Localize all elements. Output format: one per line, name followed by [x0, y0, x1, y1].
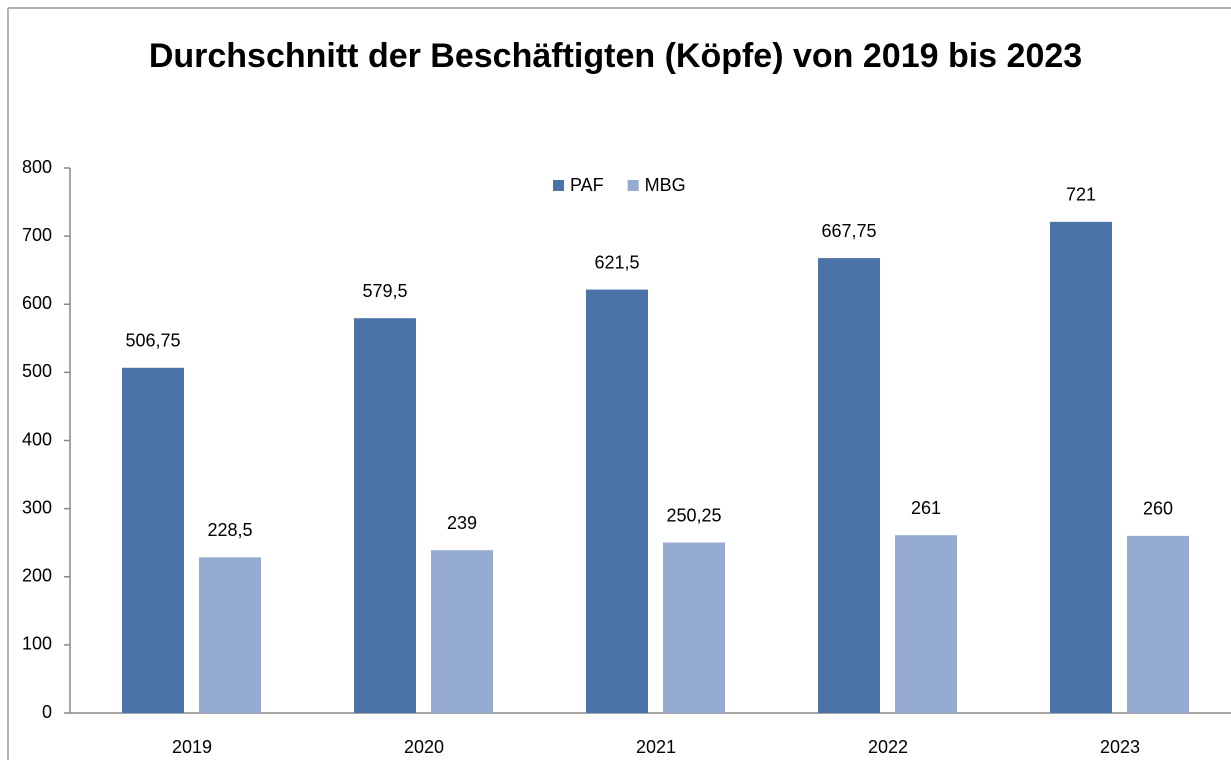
bar: [895, 535, 957, 713]
x-tick-label: 2022: [868, 737, 908, 757]
value-label: 228,5: [207, 520, 252, 540]
y-tick-label: 100: [22, 634, 52, 654]
y-tick-label: 700: [22, 225, 52, 245]
bar: [818, 258, 880, 713]
value-label: 239: [447, 513, 477, 533]
value-label: 261: [911, 498, 941, 518]
value-label: 621,5: [594, 252, 639, 272]
x-tick-label: 2019: [172, 737, 212, 757]
bar: [1050, 221, 1112, 713]
y-tick-label: 500: [22, 361, 52, 381]
bar: [586, 289, 648, 713]
bar: [354, 318, 416, 713]
value-label: 506,75: [125, 331, 180, 351]
y-tick-label: 600: [22, 293, 52, 313]
bar: [431, 550, 493, 713]
legend-label: PAF: [570, 175, 604, 195]
value-label: 721: [1066, 185, 1096, 205]
value-label: 579,5: [362, 281, 407, 301]
bar: [663, 542, 725, 713]
y-tick-label: 400: [22, 429, 52, 449]
x-tick-label: 2020: [404, 737, 444, 757]
y-tick-label: 200: [22, 566, 52, 586]
y-tick-label: 300: [22, 497, 52, 517]
value-label: 260: [1143, 499, 1173, 519]
value-label: 667,75: [821, 221, 876, 241]
bar: [199, 557, 261, 713]
legend-swatch: [553, 180, 564, 191]
bar: [1127, 535, 1189, 713]
y-tick-label: 800: [22, 157, 52, 177]
bar: [122, 367, 184, 713]
legend-swatch: [627, 180, 639, 191]
legend-label: MBG: [645, 175, 686, 195]
value-label: 250,25: [666, 505, 721, 525]
x-tick-label: 2023: [1100, 737, 1140, 757]
x-tick-label: 2021: [636, 737, 676, 757]
y-tick-label: 0: [42, 702, 52, 722]
